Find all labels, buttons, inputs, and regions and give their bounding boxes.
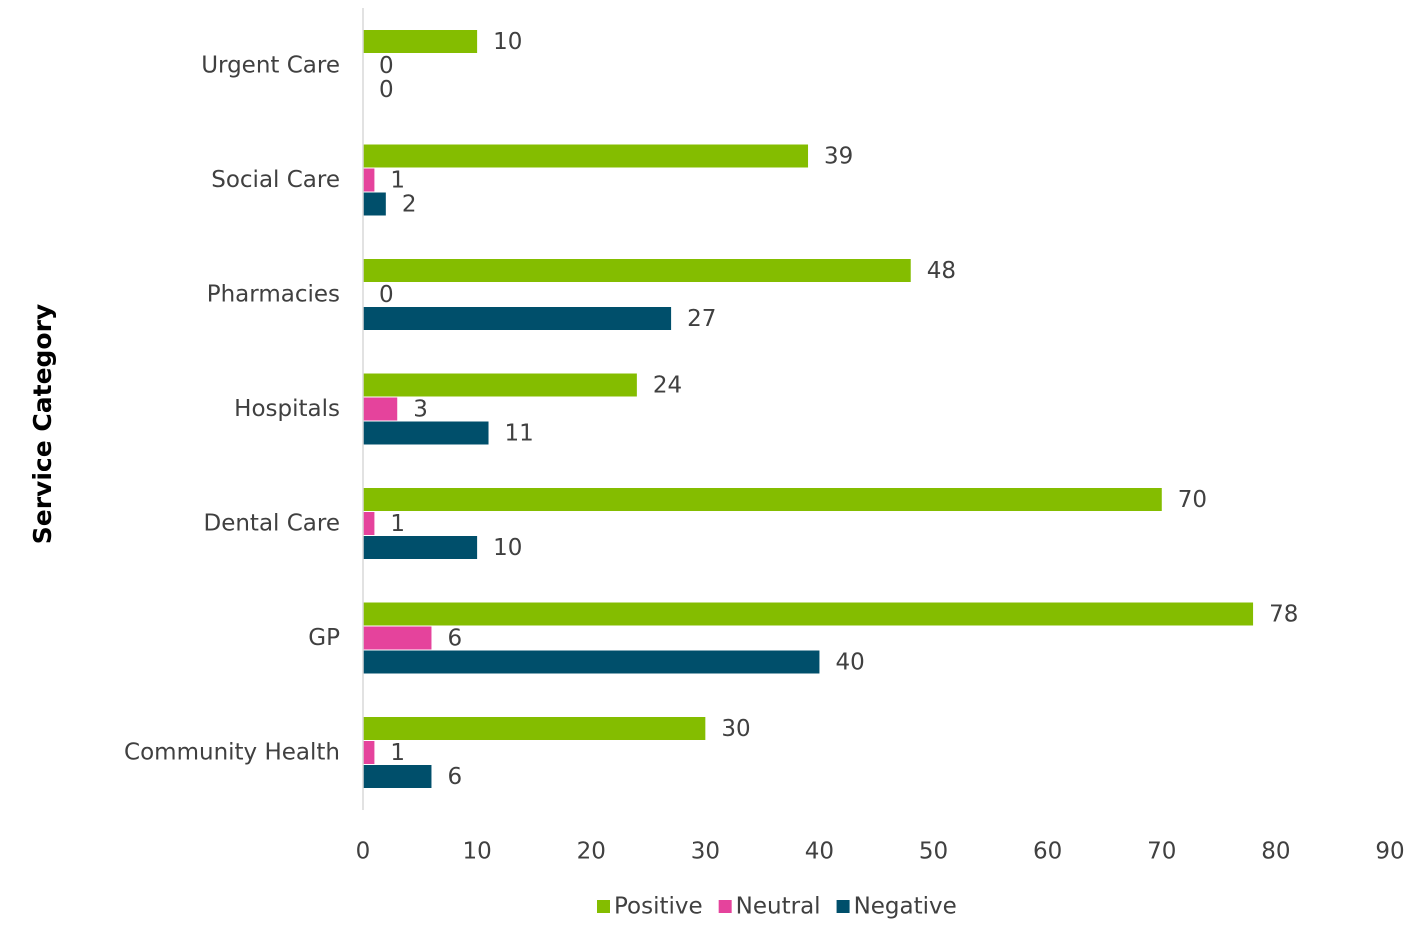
bar-positive-dental-care (363, 488, 1162, 511)
category-label-social-care: Social Care (211, 167, 340, 193)
data-label-neutral-urgent-care: 0 (379, 53, 394, 79)
bar-neutral-gp (363, 626, 432, 650)
data-label-negative-pharmacies: 27 (687, 306, 716, 332)
x-tick-label-70: 70 (1147, 839, 1176, 865)
bar-neutral-hospitals (363, 397, 398, 421)
bar-negative-dental-care (363, 536, 478, 559)
bar-positive-pharmacies (363, 259, 911, 282)
bar-neutral-community-health (363, 741, 375, 764)
category-label-pharmacies: Pharmacies (207, 282, 340, 308)
data-label-negative-urgent-care: 0 (379, 77, 394, 103)
bar-positive-social-care (363, 144, 809, 168)
x-tick-label-30: 30 (691, 839, 720, 865)
bar-positive-urgent-care (363, 30, 478, 53)
bar-negative-pharmacies (363, 307, 672, 330)
category-label-dental-care: Dental Care (203, 511, 340, 537)
legend-swatch-negative (836, 900, 850, 913)
data-label-positive-community-health: 30 (721, 716, 750, 742)
bars-layer (363, 30, 1254, 788)
data-label-negative-hospitals: 11 (505, 421, 534, 447)
y-axis-title: Service Category (28, 304, 57, 544)
legend-swatch-positive (597, 900, 610, 913)
data-label-neutral-community-health: 1 (390, 740, 405, 766)
legend-label-neutral: Neutral (736, 894, 821, 920)
data-label-positive-dental-care: 70 (1178, 487, 1207, 513)
bar-negative-social-care (363, 192, 386, 216)
category-label-urgent-care: Urgent Care (201, 53, 340, 79)
legend-swatch-neutral (718, 900, 732, 913)
bar-positive-hospitals (363, 373, 637, 397)
data-label-neutral-social-care: 1 (390, 168, 405, 194)
data-label-negative-community-health: 6 (447, 764, 462, 790)
legend-label-negative: Negative (854, 894, 957, 920)
category-label-hospitals: Hospitals (234, 396, 340, 422)
bar-neutral-dental-care (363, 512, 375, 535)
data-label-positive-urgent-care: 10 (493, 29, 522, 55)
category-label-gp: GP (308, 625, 340, 651)
data-label-positive-social-care: 39 (824, 144, 853, 170)
bar-neutral-social-care (363, 168, 375, 192)
x-tick-label-40: 40 (805, 839, 834, 865)
data-label-neutral-hospitals: 3 (413, 397, 428, 423)
data-label-positive-gp: 78 (1269, 602, 1298, 628)
legend: Positive Neutral Negative (597, 894, 957, 920)
x-axis-ticks: 0 10 20 30 40 50 60 70 80 90 (356, 839, 1405, 865)
legend-label-positive: Positive (614, 894, 703, 920)
x-tick-label-60: 60 (1033, 839, 1062, 865)
bar-negative-hospitals (363, 421, 489, 445)
category-labels: Urgent Care Social Care Pharmacies Hospital… (124, 53, 340, 766)
bar-positive-community-health (363, 717, 706, 740)
bar-positive-gp (363, 602, 1254, 626)
data-label-negative-gp: 40 (835, 650, 864, 676)
x-tick-label-50: 50 (919, 839, 948, 865)
x-tick-label-80: 80 (1261, 839, 1290, 865)
data-label-negative-dental-care: 10 (493, 535, 522, 561)
bar-negative-community-health (363, 765, 432, 788)
data-label-positive-hospitals: 24 (653, 373, 682, 399)
x-tick-label-20: 20 (577, 839, 606, 865)
data-label-neutral-pharmacies: 0 (379, 282, 394, 308)
data-label-positive-pharmacies: 48 (927, 258, 956, 284)
x-tick-label-0: 0 (356, 839, 371, 865)
category-label-community-health: Community Health (124, 740, 340, 766)
x-tick-label-10: 10 (462, 839, 491, 865)
data-label-neutral-dental-care: 1 (390, 511, 405, 537)
data-label-neutral-gp: 6 (447, 626, 462, 652)
bar-negative-gp (363, 650, 820, 674)
x-tick-label-90: 90 (1375, 839, 1404, 865)
data-label-negative-social-care: 2 (402, 192, 417, 218)
